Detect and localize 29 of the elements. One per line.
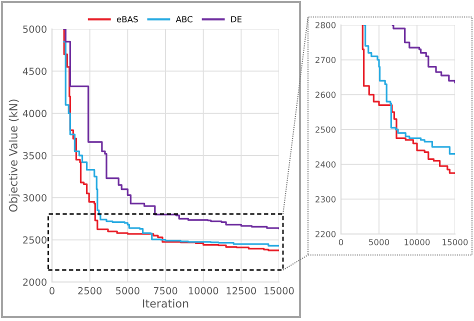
y-tick-label: 4000 — [22, 110, 46, 118]
x-tick-label: 2500 — [78, 287, 102, 294]
x-tick-label: 10000 — [188, 287, 218, 294]
y-tick-label: 2300 — [316, 196, 336, 202]
y-tick-label: 3000 — [23, 194, 46, 202]
y-tick-label: 2700 — [316, 56, 336, 64]
y-tick-label: 2600 — [316, 92, 336, 98]
x-tick-label: 5000 — [116, 287, 140, 294]
y-tick-label: 2200 — [316, 230, 336, 238]
legend-label: DE — [231, 16, 242, 22]
x-tick-label: 5000 — [369, 239, 390, 246]
y-tick-label: 2500 — [316, 126, 336, 133]
y-tick-label: 4500 — [22, 68, 46, 75]
x-tick-label: 0 — [50, 287, 54, 294]
legend-label: eBAS — [116, 16, 138, 22]
x-tick-label: 0 — [338, 239, 344, 246]
x-tick-label: 15000 — [442, 239, 468, 246]
x-tick-label: 7500 — [154, 287, 178, 294]
x-tick-label: 12500 — [226, 287, 256, 294]
y-axis-title: Objective Value (kN) — [8, 100, 20, 212]
y-tick-label: 3500 — [23, 152, 46, 160]
y-tick-label: 2800 — [316, 22, 336, 28]
x-axis-title: Iteration — [143, 299, 188, 308]
y-tick-label: 2000 — [23, 278, 46, 286]
x-tick-label: 10000 — [404, 239, 430, 246]
x-tick-label: 15000 — [264, 287, 294, 294]
legend-label: ABC — [176, 16, 192, 22]
y-tick-label: 5000 — [23, 25, 46, 33]
y-tick-label: 2400 — [316, 161, 336, 168]
